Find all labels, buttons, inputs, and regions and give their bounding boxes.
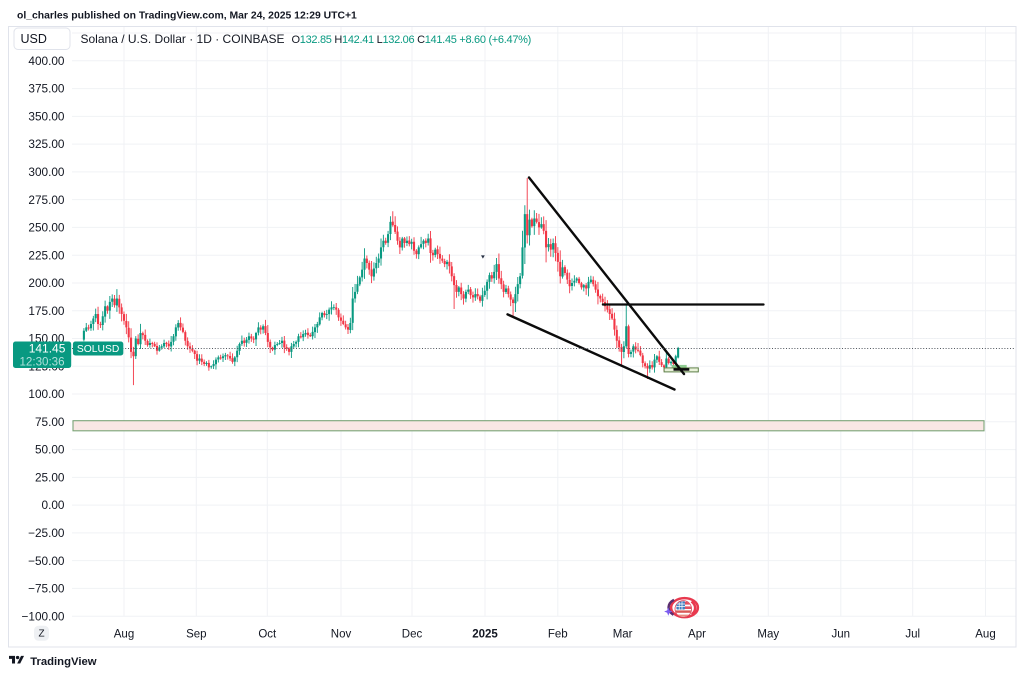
svg-text:100.00: 100.00: [28, 387, 65, 401]
svg-text:−25.00: −25.00: [28, 526, 65, 540]
svg-text:Nov: Nov: [331, 628, 352, 640]
svg-text:Solana / U.S. Dollar · 1D · CO: Solana / U.S. Dollar · 1D · COINBASE: [81, 32, 285, 46]
svg-text:Aug: Aug: [114, 628, 134, 640]
svg-text:Mar: Mar: [613, 628, 633, 640]
svg-text:Z: Z: [38, 629, 44, 640]
svg-text:May: May: [757, 628, 779, 640]
svg-text:Dec: Dec: [402, 628, 423, 640]
svg-text:Apr: Apr: [688, 628, 706, 640]
svg-text:300.00: 300.00: [28, 165, 65, 179]
svg-text:0.00: 0.00: [42, 498, 65, 512]
svg-text:−50.00: −50.00: [28, 554, 65, 568]
svg-text:141.45: 141.45: [29, 342, 66, 356]
svg-text:Sep: Sep: [186, 628, 206, 640]
svg-text:200.00: 200.00: [28, 276, 65, 290]
svg-text:350.00: 350.00: [28, 109, 65, 123]
svg-text:−75.00: −75.00: [28, 582, 65, 596]
svg-text:USD: USD: [21, 32, 47, 46]
svg-text:Jun: Jun: [832, 628, 851, 640]
svg-text:275.00: 275.00: [28, 193, 65, 207]
svg-text:325.00: 325.00: [28, 137, 65, 151]
svg-text:Jul: Jul: [905, 628, 920, 640]
svg-text:400.00: 400.00: [28, 54, 65, 68]
svg-text:2025: 2025: [472, 628, 498, 640]
svg-text:375.00: 375.00: [28, 82, 65, 96]
svg-text:Feb: Feb: [548, 628, 568, 640]
svg-text:ol_charles published on Tradin: ol_charles published on TradingView.com,…: [17, 11, 357, 22]
svg-text:75.00: 75.00: [35, 415, 65, 429]
svg-text:25.00: 25.00: [35, 470, 65, 484]
svg-text:Aug: Aug: [975, 628, 995, 640]
svg-text:250.00: 250.00: [28, 221, 65, 235]
svg-text:SOLUSD: SOLUSD: [77, 344, 119, 355]
svg-text:50.00: 50.00: [35, 443, 65, 457]
svg-text:−100.00: −100.00: [22, 609, 65, 623]
svg-text:225.00: 225.00: [28, 248, 65, 262]
svg-text:175.00: 175.00: [28, 304, 65, 318]
svg-text:12:30:36: 12:30:36: [19, 355, 64, 368]
svg-text:O132.85 H142.41 L132.06 C14: O132.85 H142.41 L132.06 C141.45 +8.60 (+…: [292, 34, 531, 46]
svg-text:TradingView: TradingView: [30, 656, 97, 668]
svg-text:Oct: Oct: [258, 628, 277, 640]
